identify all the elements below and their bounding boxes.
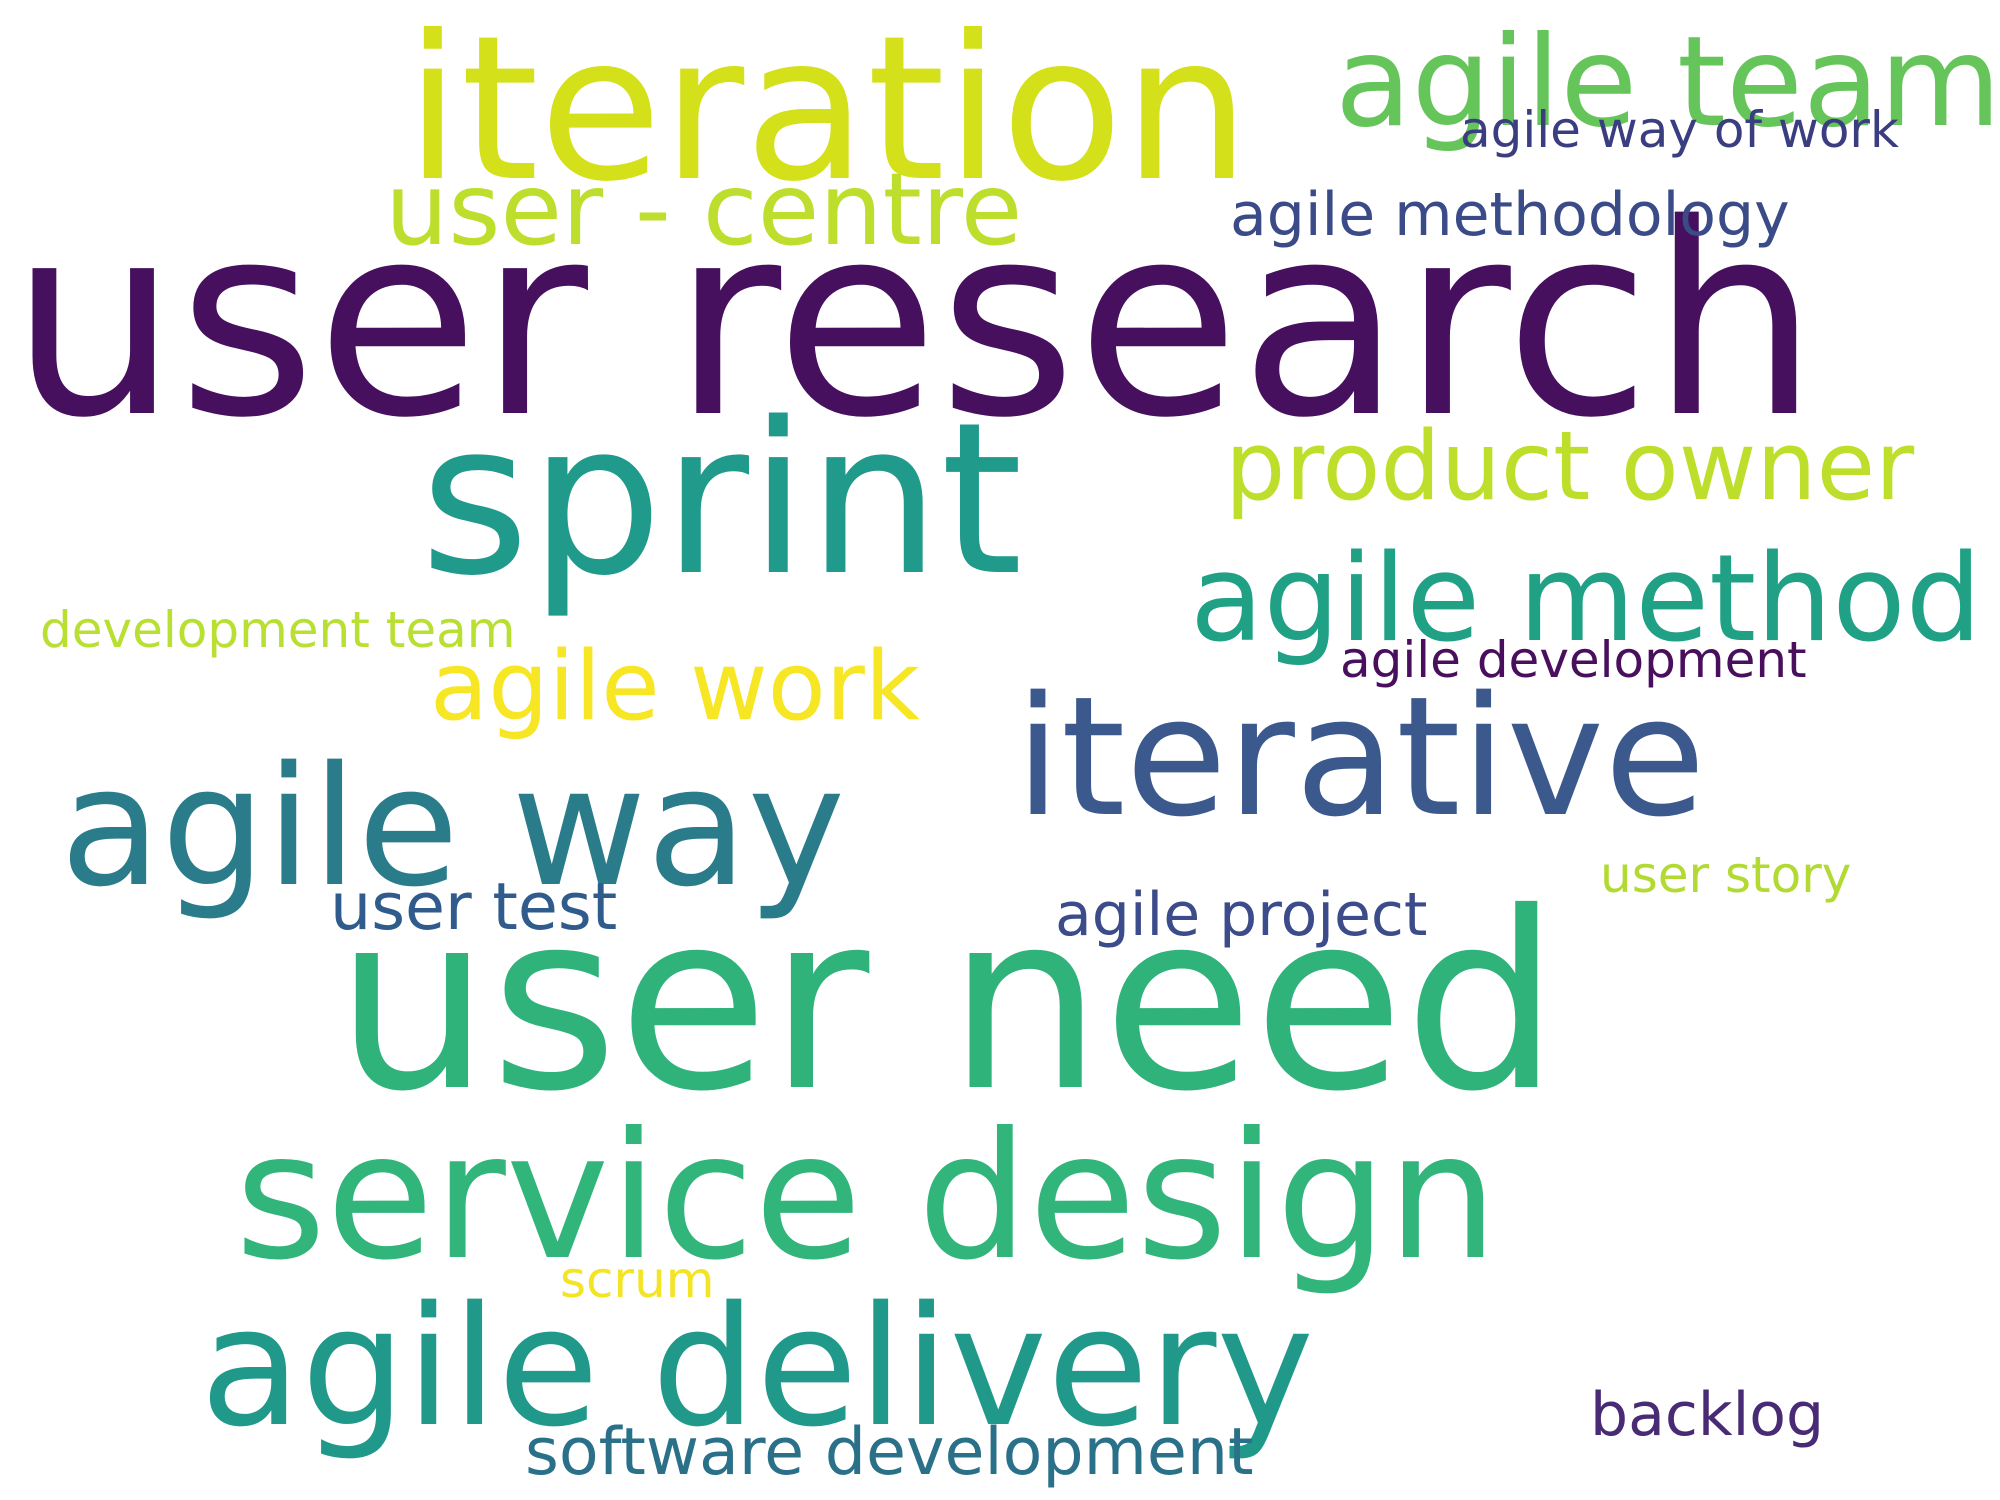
word-product-owner: product owner	[1225, 412, 1915, 522]
word-agile-delivery: agile delivery	[200, 1271, 1315, 1463]
word-sprint: sprint	[420, 377, 1023, 622]
word-scrum: scrum	[560, 1251, 715, 1309]
word-development-team: development team	[40, 601, 516, 659]
word-agile-development: agile development	[1340, 631, 1807, 689]
word-user-test: user test	[330, 870, 618, 945]
word-agile-project: agile project	[1055, 880, 1428, 950]
word-agile-way-of-work: agile way of work	[1460, 101, 1899, 159]
word-service-design: service design	[235, 1096, 1499, 1299]
word-agile-method: agile method	[1190, 530, 1982, 669]
word-user-centre: user - centre	[385, 151, 1023, 268]
word-software-development: software development	[525, 1415, 1254, 1490]
word-user-need: user need	[335, 860, 1560, 1145]
word-agile-methodology: agile methodology	[1230, 180, 1790, 250]
word-backlog: backlog	[1590, 1380, 1825, 1450]
word-iterative: iterative	[1015, 661, 1706, 853]
word-user-story: user story	[1600, 846, 1852, 904]
word-agile-way: agile way	[60, 731, 846, 923]
word-agile-work: agile work	[430, 632, 920, 742]
word-user-research: user research	[10, 168, 1819, 476]
word-iteration: iteration	[405, 0, 1250, 226]
word-agile-team: agile team	[1335, 10, 2000, 155]
